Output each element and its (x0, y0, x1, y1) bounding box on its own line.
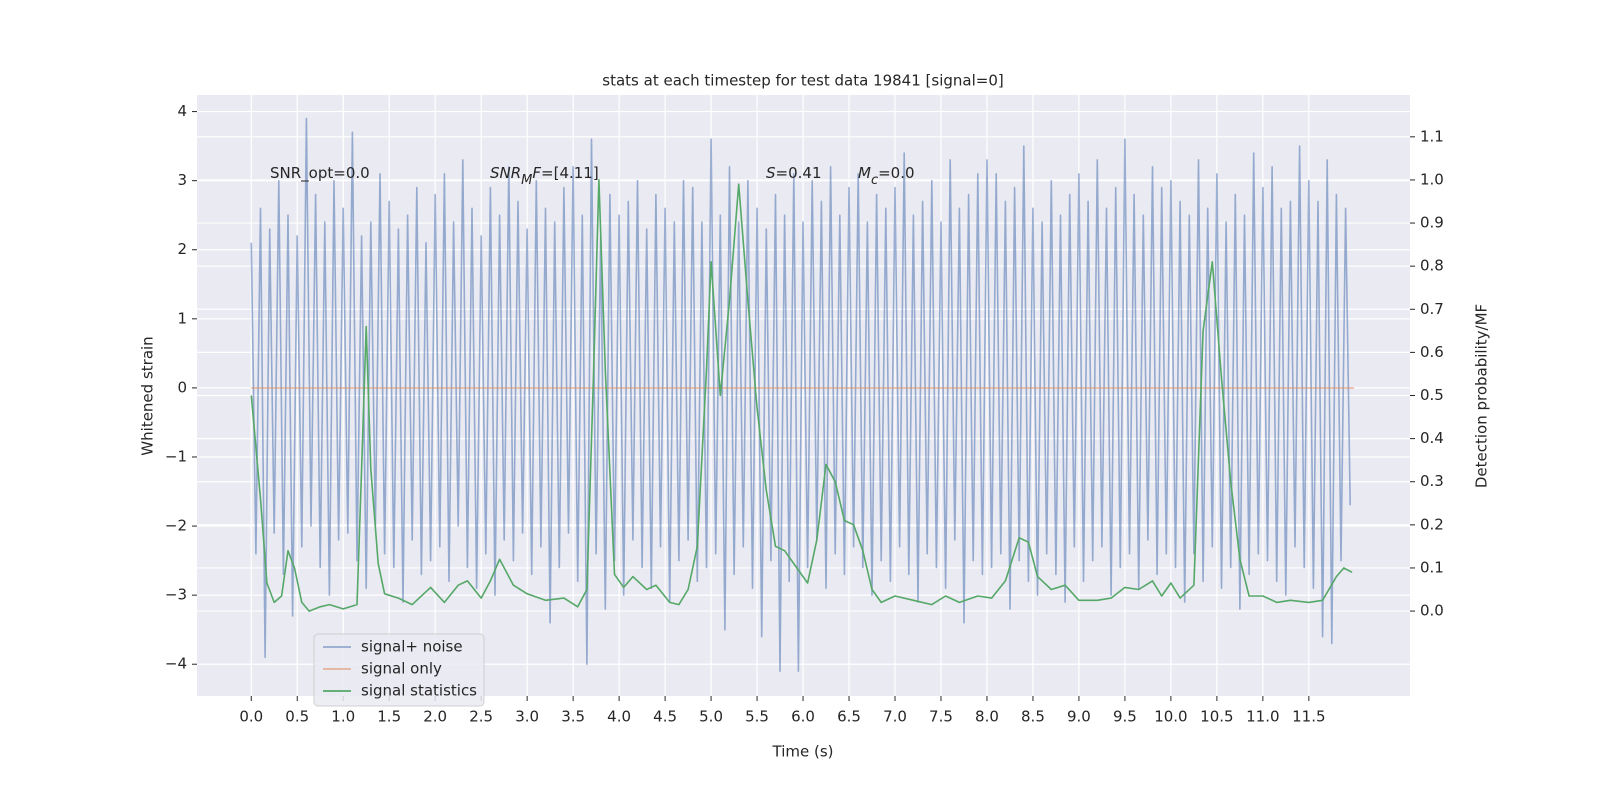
y-axis-label: Whitened strain (139, 336, 157, 455)
y-tick-label: 0 (177, 378, 187, 396)
annotation: SNR_opt=0.0 (270, 164, 370, 183)
legend-label: signal statistics (361, 682, 477, 700)
series-line (250, 117, 1351, 672)
y-tick-label: −1 (165, 447, 187, 465)
y2-tick-label: 0.1 (1420, 558, 1444, 576)
y-tick-label: −2 (165, 517, 187, 535)
x-tick-label: 6.0 (791, 708, 815, 726)
x-axis-label: Time (s) (772, 743, 834, 761)
x-tick-label: 1.0 (331, 708, 355, 726)
x-tick-label: 1.5 (377, 708, 401, 726)
y2-tick-label: 0.0 (1420, 602, 1444, 620)
y-tick-label: 3 (177, 171, 187, 189)
x-tick-label: 3.0 (515, 708, 539, 726)
x-tick-label: 10.0 (1154, 708, 1187, 726)
legend: signal+ noise signal only signal statistic… (313, 633, 485, 707)
x-tick-label: 0.5 (285, 708, 309, 726)
y-tick-label: 2 (177, 240, 187, 258)
annotation: S=0.41 (766, 164, 822, 182)
x-tick-label: 5.0 (699, 708, 723, 726)
series-line (250, 179, 1353, 612)
y2-tick-label: 0.8 (1420, 257, 1444, 275)
x-tick-label: 8.0 (975, 708, 999, 726)
annotation-part: M (521, 173, 532, 188)
x-tick-label: 3.5 (561, 708, 585, 726)
y2-tick-label: 0.6 (1420, 343, 1444, 361)
x-tick-label: 8.5 (1021, 708, 1045, 726)
x-tick-label: 7.0 (883, 708, 907, 726)
x-tick-label: 0.0 (239, 708, 263, 726)
annotation-part: =0.0 (878, 164, 914, 182)
x-tick-label: 9.0 (1067, 708, 1091, 726)
y2-tick-label: 0.9 (1420, 214, 1444, 232)
x-tick-label: 9.5 (1113, 708, 1137, 726)
y2-tick-label: 0.7 (1420, 300, 1444, 318)
annotation-part: M (858, 164, 871, 182)
legend-box (313, 633, 485, 707)
annotation-part: S (766, 164, 776, 182)
annotation: SNRMF=[4.11] (490, 164, 599, 189)
x-tick-label: 7.5 (929, 708, 953, 726)
y2-tick-label: 0.4 (1420, 429, 1444, 447)
y-tick-label: −4 (165, 655, 187, 673)
annotation: Mc=0.0 (858, 164, 915, 189)
x-tick-label: 10.5 (1200, 708, 1233, 726)
y2-tick-label: 0.2 (1420, 515, 1444, 533)
annotation-part: SNR (490, 164, 521, 182)
x-tick-label: 5.5 (745, 708, 769, 726)
legend-label: signal+ noise (361, 638, 463, 656)
x-tick-label: 2.0 (423, 708, 447, 726)
x-tick-label: 11.0 (1246, 708, 1279, 726)
y2-tick-label: 1.0 (1420, 170, 1444, 188)
y-tick-label: 4 (177, 102, 187, 120)
x-tick-label: 4.5 (653, 708, 677, 726)
y-tick-label: 1 (177, 309, 187, 327)
chart-title: stats at each timestep for test data 198… (602, 72, 1003, 90)
annotation-part: F (532, 164, 541, 182)
x-tick-label: 2.5 (469, 708, 493, 726)
annotation-part: SNR_opt=0.0 (270, 164, 370, 183)
annotation-part: =[4.11] (541, 164, 599, 182)
y2-tick-label: 0.3 (1420, 472, 1444, 490)
y2-tick-label: 0.5 (1420, 386, 1444, 404)
legend-label: signal only (361, 660, 442, 678)
annotation-part: c (871, 173, 878, 188)
annotation-part: =0.41 (776, 164, 822, 182)
y-tick-label: −3 (165, 586, 187, 604)
y2-axis-label: Detection probability/MF (1473, 304, 1491, 488)
x-tick-label: 11.5 (1292, 708, 1325, 726)
x-tick-label: 4.0 (607, 708, 631, 726)
x-tick-label: 6.5 (837, 708, 861, 726)
y2-tick-label: 1.1 (1420, 127, 1444, 145)
